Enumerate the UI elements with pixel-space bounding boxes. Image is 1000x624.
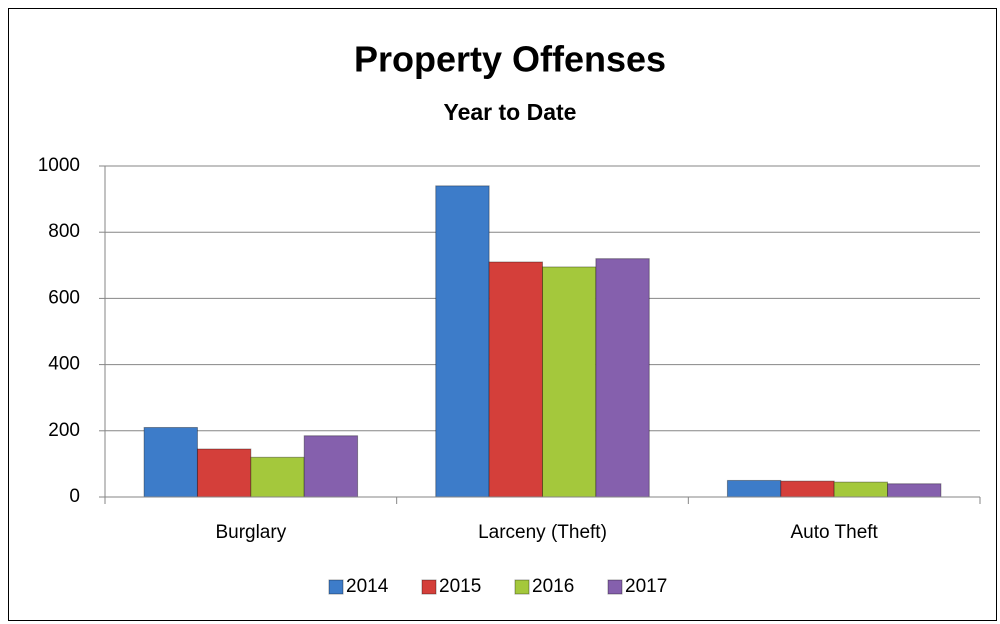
bar <box>542 266 597 498</box>
bar <box>143 426 198 498</box>
bar <box>887 483 942 498</box>
y-tick-label: 800 <box>48 221 80 242</box>
bar <box>250 456 305 498</box>
bar <box>488 261 543 498</box>
bar <box>595 258 650 498</box>
y-tick-label: 0 <box>69 486 80 507</box>
legend-label: 2014 <box>346 576 389 597</box>
legend-swatch <box>421 579 437 595</box>
legend-swatch <box>328 579 344 595</box>
x-tick-label: Auto Theft <box>791 522 879 543</box>
bar <box>196 448 252 498</box>
bar <box>435 185 490 498</box>
y-tick-label: 400 <box>48 354 80 375</box>
x-tick-label: Larceny (Theft) <box>478 522 607 543</box>
x-tick-label: Burglary <box>215 522 286 543</box>
chart-title: Property Offenses <box>354 39 666 80</box>
bar <box>726 479 782 498</box>
legend-label: 2017 <box>625 576 667 597</box>
y-tick-label: 200 <box>48 420 80 441</box>
legend-swatch <box>607 579 623 595</box>
legend-label: 2015 <box>439 576 481 597</box>
y-tick-label: 1000 <box>38 155 80 176</box>
legend-label: 2016 <box>532 576 574 597</box>
bar <box>833 481 889 498</box>
y-tick-label: 600 <box>48 287 80 308</box>
bar <box>303 435 359 498</box>
legend-swatch <box>514 579 530 595</box>
chart-subtitle: Year to Date <box>444 99 577 125</box>
bar <box>780 480 835 498</box>
